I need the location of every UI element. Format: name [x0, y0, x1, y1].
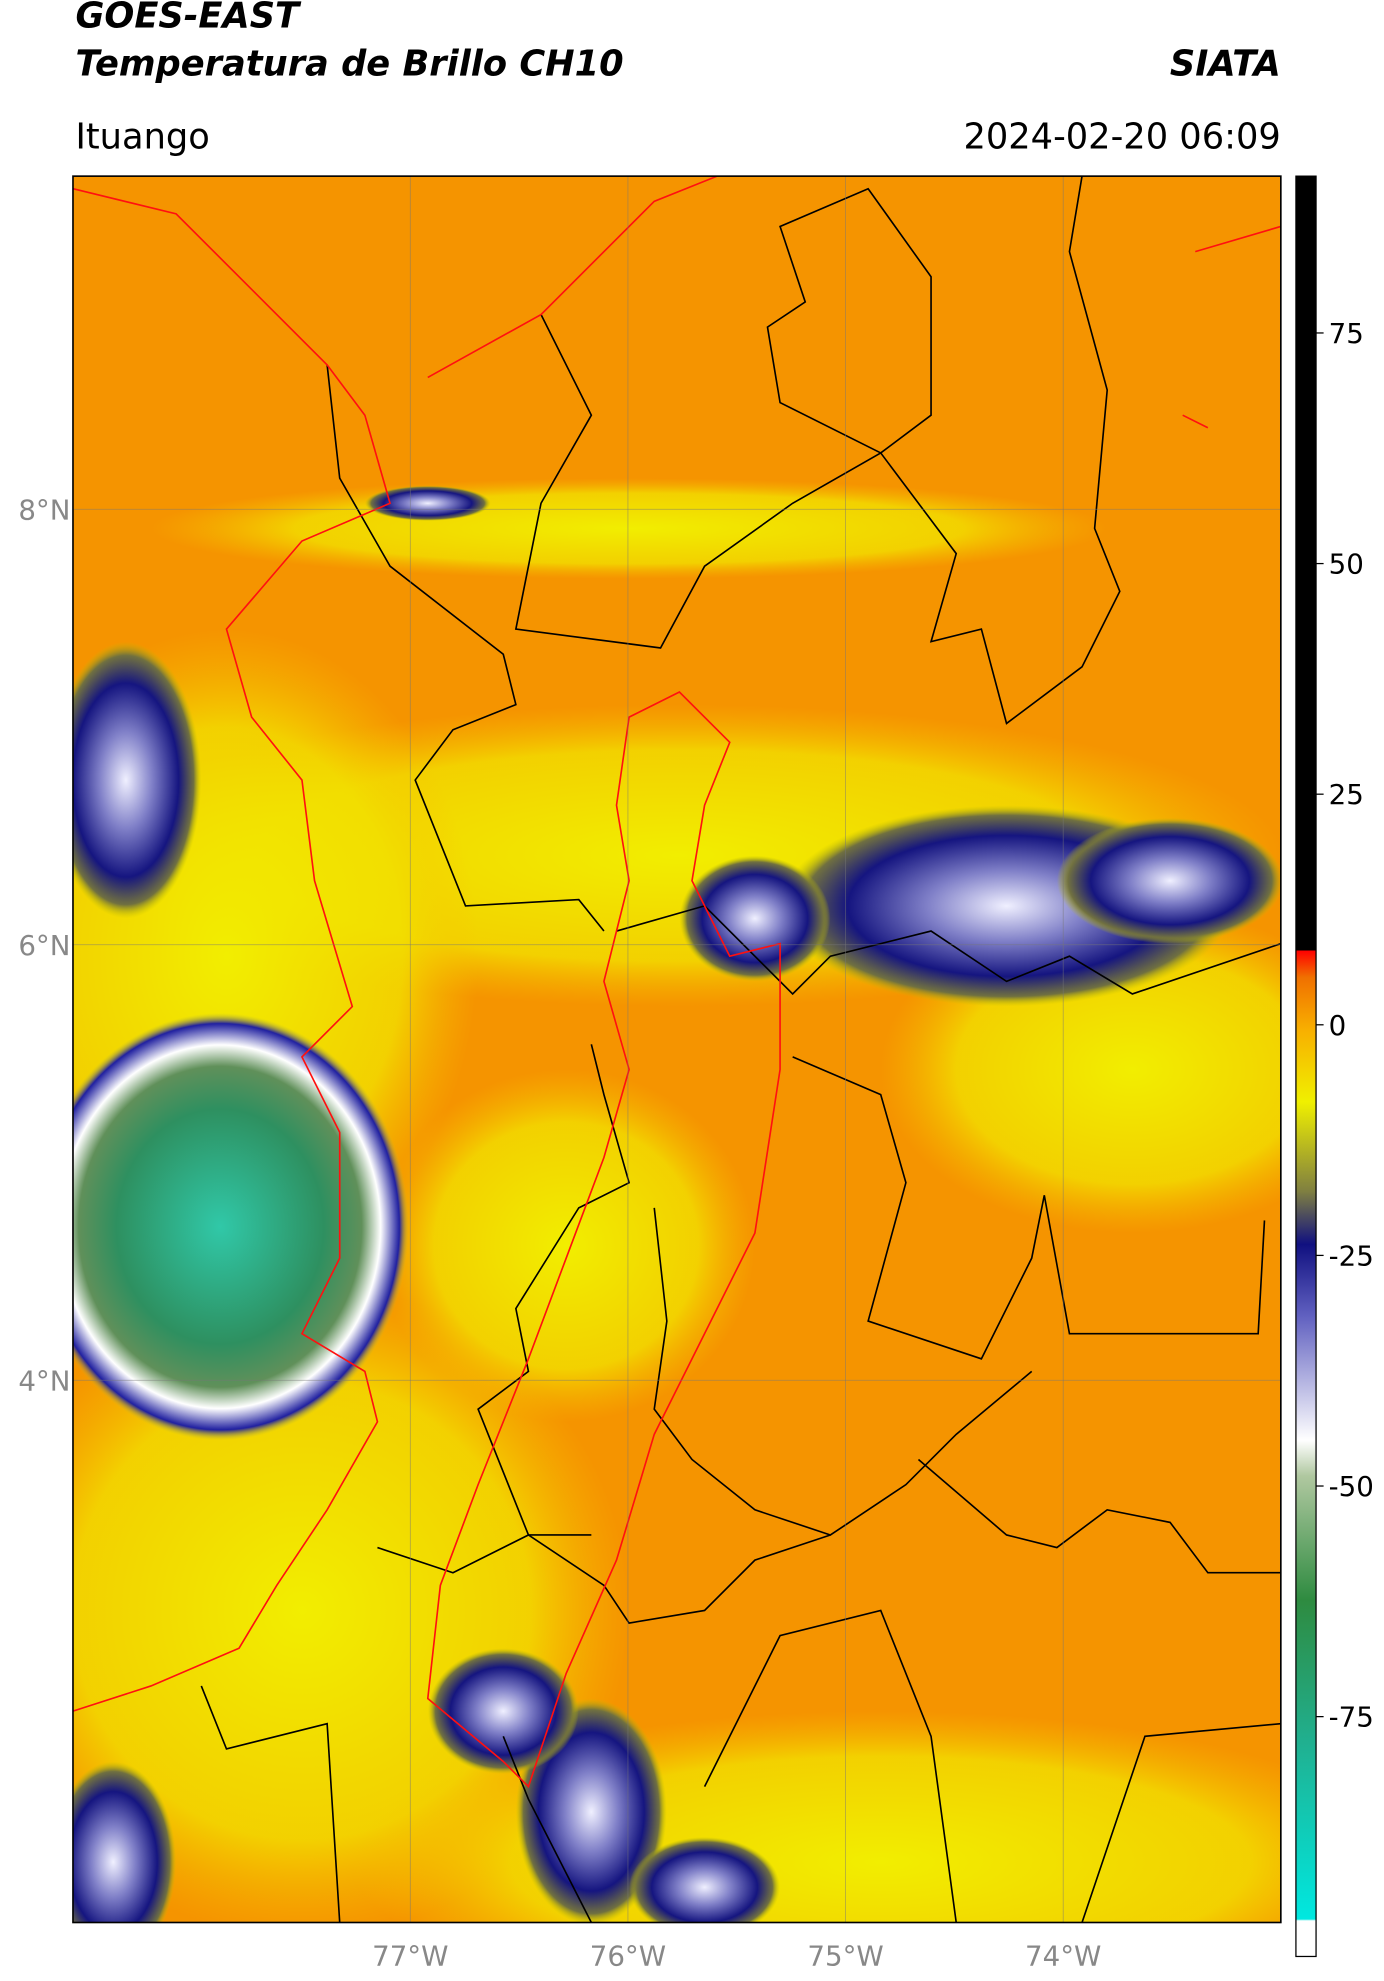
lon-tick-label: 76°W — [590, 1939, 666, 1972]
lat-tick-label: 8°N — [18, 493, 70, 526]
lat-tick-label: 6°N — [18, 929, 70, 962]
colorbar-tick-label: 0 — [1329, 1009, 1347, 1042]
colorbar-tick-label: 25 — [1329, 778, 1364, 811]
colorbar-tick-label: -25 — [1329, 1239, 1374, 1272]
lon-tick-label: 75°W — [807, 1939, 883, 1972]
colorbar-tick-label: -50 — [1329, 1470, 1374, 1503]
grid — [72, 176, 1281, 1923]
lon-tick-label: 74°W — [1025, 1939, 1101, 1972]
colorbar-tick-label: 75 — [1329, 317, 1364, 350]
datetime: 2024-02-20 06:09 — [963, 116, 1280, 157]
source: SIATA — [1170, 43, 1281, 84]
region: Ituango — [75, 116, 209, 157]
map-frame — [72, 175, 1282, 1924]
colorbar-tick-label: 50 — [1329, 548, 1364, 581]
lon-tick-label: 77°W — [372, 1939, 448, 1972]
lat-tick-label: 4°N — [18, 1364, 70, 1397]
subtitle: Temperatura de Brillo CH10 — [75, 43, 623, 84]
colorbar-tick-label: -75 — [1329, 1701, 1374, 1734]
colorbar — [1295, 175, 1317, 1958]
title: GOES-EAST — [75, 0, 302, 37]
satellite-image — [72, 176, 1281, 1923]
